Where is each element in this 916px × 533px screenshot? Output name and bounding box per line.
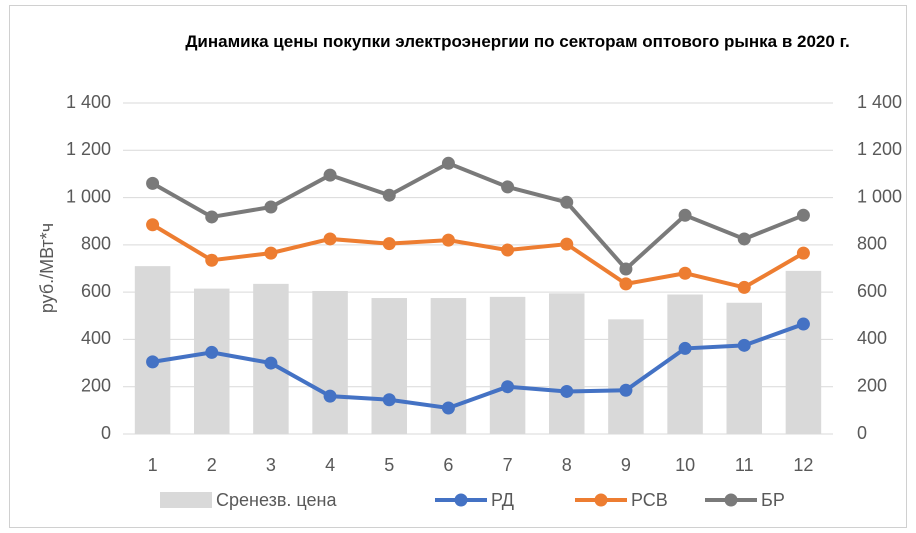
bar xyxy=(549,293,585,434)
y-tick-label: 600 xyxy=(81,281,111,301)
legend-swatch xyxy=(160,492,212,508)
x-tick-label: 4 xyxy=(325,455,335,475)
bar xyxy=(371,298,407,434)
bar xyxy=(312,290,348,434)
marker xyxy=(619,262,633,276)
marker xyxy=(382,188,396,202)
line xyxy=(152,322,805,411)
marker xyxy=(441,156,455,170)
marker xyxy=(796,317,810,331)
x-tick-label: 11 xyxy=(735,455,754,475)
marker xyxy=(501,243,515,257)
y-tick-label: 1 400 xyxy=(66,92,111,112)
x-tick-label: 5 xyxy=(384,455,394,475)
marker xyxy=(441,401,455,415)
marker xyxy=(323,168,337,182)
x-tick-label: 8 xyxy=(562,455,572,475)
marker xyxy=(205,253,219,267)
marker xyxy=(796,246,810,260)
marker xyxy=(146,176,160,190)
chart-title: Динамика цены покупки электроэнергии по … xyxy=(185,32,850,51)
legend-label: БР xyxy=(761,490,785,510)
y2-tick-label: 600 xyxy=(857,281,887,301)
bar xyxy=(134,266,171,434)
marker xyxy=(678,266,692,280)
y2-tick-label: 800 xyxy=(857,234,887,254)
marker xyxy=(560,384,574,398)
marker xyxy=(323,232,337,246)
y2-tick-label: 1 400 xyxy=(857,92,902,112)
marker xyxy=(796,208,810,222)
marker xyxy=(264,200,278,214)
legend-marker xyxy=(454,493,468,507)
legend-marker xyxy=(594,493,608,507)
marker xyxy=(619,383,633,397)
marker xyxy=(146,355,160,369)
legend-marker xyxy=(724,493,738,507)
y2-tick-label: 1 000 xyxy=(857,186,902,206)
line xyxy=(151,161,805,272)
y2-tick-label: 400 xyxy=(857,328,887,348)
bar xyxy=(608,319,644,434)
marker xyxy=(382,237,396,251)
y-tick-label: 1 000 xyxy=(66,186,111,206)
x-tick-label: 2 xyxy=(207,455,217,475)
bar xyxy=(489,296,526,434)
marker xyxy=(501,180,515,194)
marker xyxy=(323,389,337,403)
marker xyxy=(264,246,278,260)
marker xyxy=(678,341,692,355)
bar xyxy=(667,294,703,434)
bar xyxy=(726,302,762,434)
marker xyxy=(441,233,455,247)
marker xyxy=(737,232,751,246)
y2-tick-label: 200 xyxy=(857,375,887,395)
x-tick-label: 1 xyxy=(148,455,158,475)
x-tick-label: 12 xyxy=(793,455,813,475)
legend-label: РД xyxy=(491,490,514,510)
x-tick-label: 6 xyxy=(443,455,453,475)
marker xyxy=(501,380,515,394)
y-tick-label: 800 xyxy=(81,234,111,254)
line xyxy=(151,223,805,290)
y2-tick-label: 0 xyxy=(857,423,867,443)
x-tick-label: 3 xyxy=(266,455,276,475)
x-tick-label: 9 xyxy=(621,455,631,475)
marker xyxy=(146,218,160,232)
y-tick-label: 400 xyxy=(81,328,111,348)
x-tick-label: 10 xyxy=(675,455,695,475)
y-tick-label: 1 200 xyxy=(66,139,111,159)
x-tick-label: 7 xyxy=(503,455,513,475)
legend-label: Сренезв. цена xyxy=(216,490,337,510)
marker xyxy=(737,338,751,352)
marker xyxy=(560,237,574,251)
bar xyxy=(785,270,822,434)
y-tick-label: 0 xyxy=(101,423,111,443)
marker xyxy=(678,208,692,222)
marker xyxy=(264,356,278,370)
y-tick-label: 200 xyxy=(81,375,111,395)
marker xyxy=(205,345,219,359)
marker xyxy=(619,277,633,291)
legend-label: РСВ xyxy=(631,490,668,510)
y2-tick-label: 1 200 xyxy=(857,139,902,159)
marker xyxy=(737,280,751,294)
marker xyxy=(205,210,219,224)
marker xyxy=(560,195,574,209)
y-axis-label: руб./МВт*ч xyxy=(37,223,57,313)
marker xyxy=(382,393,396,407)
bar xyxy=(194,288,230,434)
